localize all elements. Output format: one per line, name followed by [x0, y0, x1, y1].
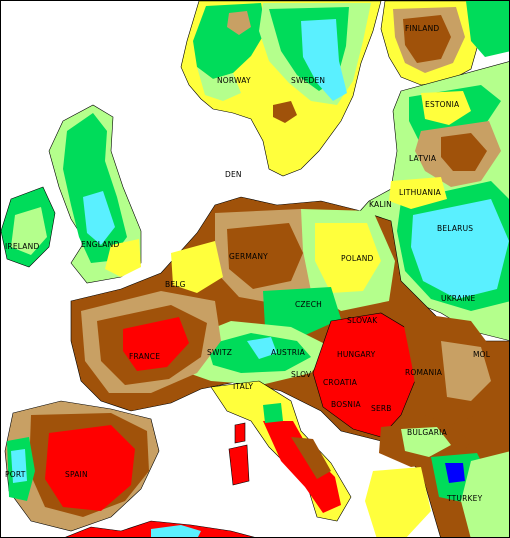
turkey-near-normal [461, 451, 509, 537]
label-spain: SPAIN [65, 470, 88, 479]
label-lithuania: LITHUANIA [399, 188, 442, 197]
north-africa-wet [151, 525, 201, 537]
aegean-extremely-wet [445, 463, 465, 483]
belarus-very-wet [411, 199, 509, 299]
region-finland [380, 1, 509, 86]
poland-dry [315, 223, 381, 293]
italy-dry-dark [291, 437, 331, 479]
sweden-very-wet [301, 19, 347, 101]
label-france: FRANCE [129, 352, 160, 361]
corsica [234, 422, 246, 444]
label-port: PORT [5, 470, 26, 479]
label-slov: SLOV [291, 370, 312, 379]
label-serb: SERB [371, 404, 392, 413]
benelux-dry [171, 241, 223, 293]
alps-very-wet [247, 337, 277, 359]
germany-dry-dark [227, 223, 303, 289]
norway-dry-patch [227, 11, 251, 35]
spain-very-dry [45, 425, 135, 511]
czech-wet [263, 287, 341, 337]
label-croatia: CROATIA [323, 378, 358, 387]
italy-wet-spot [263, 403, 283, 423]
label-slovak: SLOVAK [347, 316, 378, 325]
region-balkans [312, 311, 509, 537]
estonia-dry [421, 91, 471, 125]
label-italy: ITALY [233, 382, 253, 391]
label-bosnia: BOSNIA [331, 400, 361, 409]
region-iberia [4, 400, 160, 532]
finland-east-wet [466, 1, 509, 57]
label-england: ENGLAND [81, 240, 119, 249]
label-estonia: ESTONIA [425, 100, 460, 109]
label-ukraine: UKRAINE [441, 294, 475, 303]
region-scandinavia [180, 1, 382, 177]
ireland-near-normal [11, 207, 47, 255]
region-british-isles [1, 104, 142, 284]
lithuania-dry [389, 177, 447, 209]
italy-very-dry [263, 421, 341, 513]
label-kalin: KALIN [369, 200, 392, 209]
label-tturkey: TTURKEY [446, 494, 483, 503]
england-south-dry [105, 239, 141, 277]
label-mol: MOL [473, 350, 491, 359]
label-poland: POLAND [341, 254, 374, 263]
label-belarus: BELARUS [437, 224, 473, 233]
label-czech: CZECH [295, 300, 322, 309]
sardinia [228, 444, 250, 486]
label-hungary: HUNGARY [337, 350, 376, 359]
label-austria: AUSTRIA [271, 348, 306, 357]
france-very-dry [123, 317, 189, 371]
portugal-very-wet [11, 449, 27, 483]
label-finland: FINLAND [405, 24, 439, 33]
region-italy [210, 380, 352, 522]
label-sweden: SWEDEN [291, 76, 325, 85]
label-bulgaria: BULGARIA [407, 428, 448, 437]
south-norway-dry [273, 101, 297, 123]
latvia-dry-dark [441, 133, 487, 171]
label-romania: ROMANIA [405, 368, 443, 377]
romania-dry-mid [441, 341, 491, 401]
bulgaria-near-normal [401, 427, 451, 457]
label-den: DEN [225, 170, 242, 179]
label-norway: NORWAY [217, 76, 251, 85]
label-switz: SWITZ [207, 348, 232, 357]
label-belg: BELG [165, 280, 186, 289]
country-labels: FINLAND NORWAY SWEDEN ESTONIA LATVIA LIT… [5, 24, 491, 503]
label-ireland: IRELAND [5, 242, 39, 251]
label-germany: GERMANY [229, 252, 268, 261]
greece-dry [365, 467, 431, 537]
norway-near-normal [197, 67, 241, 101]
label-latvia: LATVIA [409, 154, 437, 163]
finland-dry-dark [403, 15, 451, 63]
britain-very-wet [83, 191, 115, 245]
